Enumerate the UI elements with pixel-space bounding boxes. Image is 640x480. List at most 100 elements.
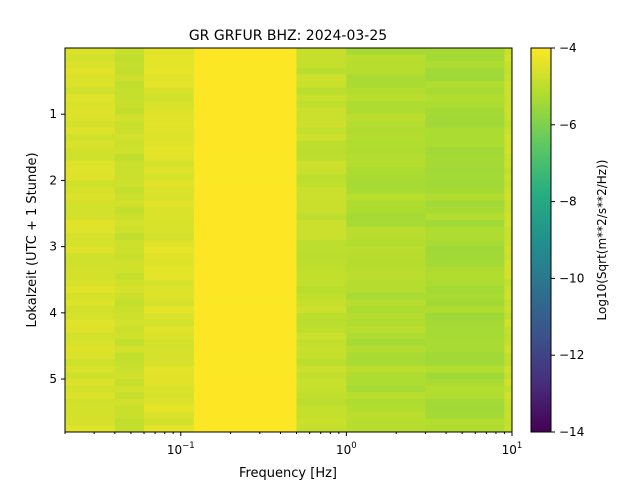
cell: [425, 379, 505, 387]
cell: [114, 279, 145, 287]
cell: [296, 61, 347, 69]
cell: [193, 425, 298, 432]
cell: [504, 332, 512, 340]
cell: [504, 167, 512, 175]
cell: [144, 153, 195, 162]
cell: [65, 206, 116, 215]
cell: [144, 120, 195, 128]
cell: [425, 418, 505, 426]
cell: [114, 319, 145, 327]
cell: [65, 153, 116, 162]
cell: [114, 253, 145, 261]
cell: [425, 48, 505, 56]
cell: [65, 48, 116, 56]
cell: [296, 292, 347, 301]
cell: [296, 67, 347, 75]
cell: [65, 292, 116, 301]
cell: [65, 213, 116, 221]
cell: [425, 233, 505, 241]
cell: [425, 412, 505, 420]
cell: [425, 61, 505, 69]
cell: [296, 81, 347, 89]
cell: [425, 392, 505, 400]
cell: [114, 425, 145, 432]
cell: [504, 385, 512, 393]
cell: [114, 120, 145, 128]
cell: [425, 266, 505, 274]
plot-frame: [64, 47, 513, 433]
x-tick-label: 10−1: [167, 441, 195, 457]
cell: [144, 246, 195, 254]
cell: [425, 352, 505, 360]
cell: [144, 74, 195, 82]
cell: [65, 332, 116, 340]
cell: [346, 74, 426, 82]
chart-title: GR GRFUR BHZ: 2024-03-25: [189, 28, 387, 44]
cell: [346, 253, 426, 261]
band-4: [296, 48, 347, 432]
cell: [504, 253, 512, 261]
cell: [504, 226, 512, 234]
cell: [296, 153, 347, 162]
cell: [504, 134, 512, 142]
cell: [65, 398, 116, 407]
cell: [65, 253, 116, 261]
cell: [504, 306, 512, 314]
cell: [65, 226, 116, 234]
cell: [296, 326, 347, 334]
cell: [504, 213, 512, 221]
cell: [144, 299, 195, 307]
x-axis-ticks: 10−1 100 101: [64, 432, 522, 457]
cell: [193, 127, 298, 135]
cell: [193, 206, 298, 215]
cell: [346, 107, 426, 115]
cell: [193, 94, 298, 102]
cell: [425, 345, 505, 354]
colorbar-label: Log10(Sqrt(m**2/s**2/Hz)): [595, 160, 609, 321]
cell: [65, 372, 116, 380]
cell: [193, 54, 298, 62]
cell: [346, 398, 426, 407]
cell: [346, 120, 426, 128]
y-axis-label: Lokalzeit (UTC + 1 Stunde): [25, 152, 40, 327]
cell: [504, 345, 512, 354]
cell: [114, 213, 145, 221]
cell: [114, 107, 145, 115]
cell: [65, 240, 116, 248]
cell: [346, 173, 426, 181]
cell: [296, 332, 347, 340]
cell: [114, 273, 145, 281]
cell: [504, 233, 512, 241]
cell: [193, 379, 298, 387]
cell: [425, 173, 505, 181]
cell: [193, 48, 298, 56]
cell: [346, 140, 426, 148]
cell: [114, 160, 145, 168]
cell: [65, 114, 116, 122]
cell: [65, 187, 116, 195]
y-tick-label: 4: [49, 306, 57, 320]
cell: [114, 352, 145, 360]
cell: [193, 220, 298, 228]
cell: [114, 233, 145, 241]
cell: [114, 127, 145, 135]
cell: [296, 412, 347, 420]
cell: [504, 246, 512, 254]
cell: [144, 233, 195, 241]
cell: [144, 107, 195, 115]
colorbar: [530, 47, 552, 433]
cell: [193, 120, 298, 128]
cell: [425, 339, 505, 347]
cell: [296, 418, 347, 426]
cell: [65, 246, 116, 254]
cell: [114, 94, 145, 102]
cell: [346, 193, 426, 201]
cell: [65, 306, 116, 314]
cell: [193, 160, 298, 168]
cell: [65, 379, 116, 387]
cell: [65, 405, 116, 413]
cell: [504, 292, 512, 301]
cell: [144, 140, 195, 148]
cell: [65, 352, 116, 360]
cell: [296, 120, 347, 128]
